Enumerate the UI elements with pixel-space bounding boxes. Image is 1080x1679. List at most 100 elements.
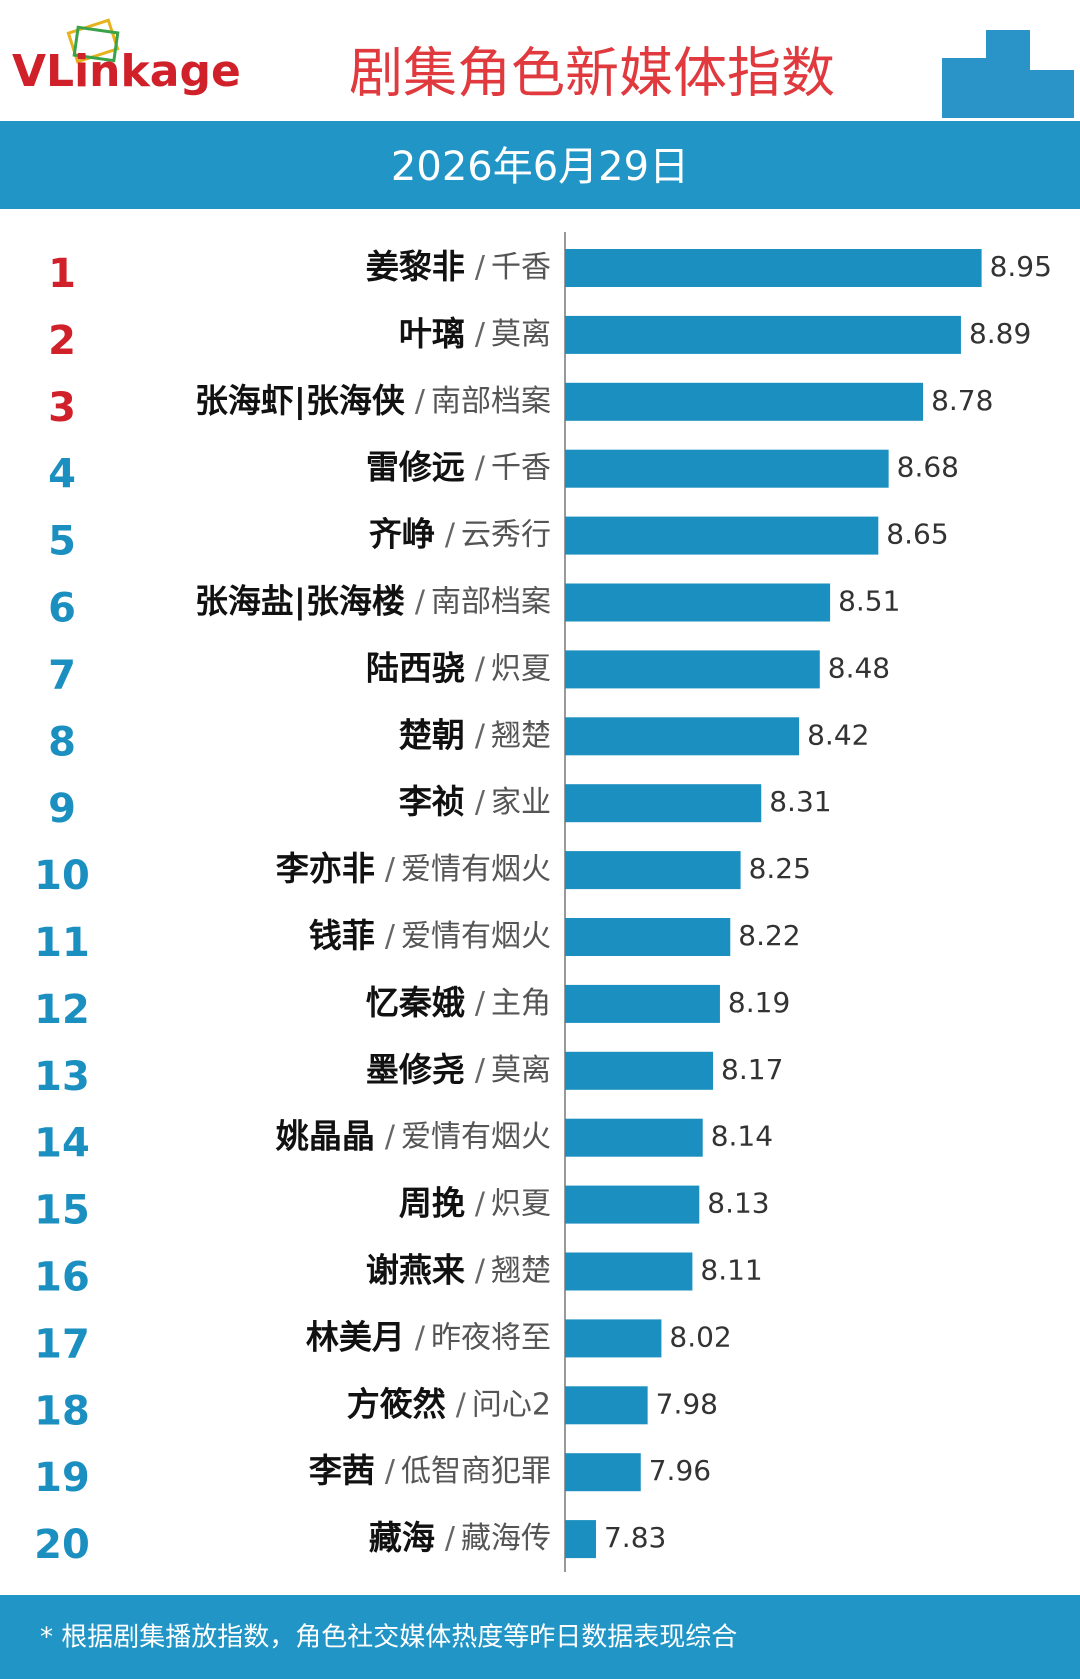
rank-label: 18 [34, 1388, 90, 1434]
row-label: 张海盐|张海楼 / 南部档案 [195, 581, 551, 620]
separator: / [445, 517, 456, 552]
role-name: 方筱然 [347, 1384, 446, 1423]
role-name: 姚晶晶 [275, 1116, 375, 1155]
value-label: 7.96 [649, 1454, 711, 1487]
separator: / [456, 1387, 467, 1422]
drama-name: 千香 [491, 250, 551, 285]
value-label: 8.95 [990, 250, 1052, 283]
separator: / [385, 1454, 396, 1489]
bar [565, 717, 800, 756]
row-label: 叶璃 / 莫离 [399, 313, 551, 352]
bar [565, 650, 820, 689]
podium-icon [942, 30, 1074, 118]
bar [565, 1185, 700, 1224]
bar [565, 1319, 662, 1358]
separator: / [415, 1320, 426, 1355]
role-name: 姜黎非 [366, 247, 465, 286]
drama-name: 问心2 [472, 1387, 551, 1422]
rank-label: 3 [48, 385, 76, 431]
rank-label: 14 [34, 1121, 90, 1167]
bar [565, 918, 731, 956]
drama-name: 莫离 [491, 1052, 551, 1087]
value-label: 8.17 [721, 1053, 783, 1086]
rank-label: 13 [34, 1054, 90, 1100]
rank-label: 6 [48, 586, 76, 632]
role-name: 李祯 [399, 782, 465, 821]
rank-label: 19 [34, 1455, 90, 1501]
separator: / [475, 1186, 486, 1221]
value-label: 7.98 [656, 1387, 718, 1420]
bar [565, 516, 879, 555]
row-label: 李亦非 / 爱情有烟火 [276, 849, 551, 888]
separator: / [385, 1119, 396, 1154]
value-label: 8.22 [738, 919, 800, 952]
drama-name: 低智商犯罪 [401, 1454, 551, 1489]
rank-label: 8 [48, 719, 76, 765]
value-label: 8.02 [669, 1320, 731, 1353]
role-name: 忆秦娥 [366, 982, 465, 1021]
row-label: 墨修尧 / 莫离 [366, 1049, 551, 1088]
role-name: 叶璃 [399, 313, 465, 352]
bar [565, 1453, 641, 1492]
rank-label: 17 [34, 1321, 90, 1367]
rank-label: 9 [48, 786, 76, 832]
separator: / [415, 584, 426, 619]
bar [565, 1252, 693, 1291]
bar [565, 1520, 596, 1559]
separator: / [475, 1253, 486, 1288]
role-name: 齐峥 [369, 514, 435, 553]
chart-title: 剧集角色新媒体指数 [349, 42, 835, 105]
drama-name: 爱情有烟火 [401, 852, 551, 887]
value-label: 8.13 [707, 1187, 769, 1220]
rank-label: 16 [34, 1255, 90, 1301]
value-label: 8.48 [828, 651, 890, 684]
drama-name: 云秀行 [461, 517, 551, 552]
bar [565, 249, 982, 287]
drama-name: 昨夜将至 [431, 1320, 551, 1355]
row-label: 陆西骁 / 炽夏 [366, 648, 551, 687]
date-band [0, 121, 1080, 209]
drama-name: 翘楚 [491, 1253, 551, 1288]
role-name: 林美月 [306, 1317, 405, 1356]
row-label: 姜黎非 / 千香 [366, 247, 551, 286]
separator: / [415, 383, 426, 418]
row-label: 楚朝 / 翘楚 [399, 715, 551, 754]
separator: / [475, 718, 486, 753]
drama-name: 藏海传 [461, 1521, 551, 1556]
value-label: 8.68 [897, 451, 959, 484]
bar [565, 382, 924, 421]
value-label: 8.31 [769, 785, 831, 818]
footer-band [0, 1595, 1080, 1679]
row-label: 藏海 / 藏海传 [369, 1518, 551, 1557]
bar [565, 1051, 714, 1090]
row-label: 姚晶晶 / 爱情有烟火 [275, 1116, 551, 1155]
chart-subtitle: 2026年6月29日 [391, 144, 689, 190]
value-label: 8.11 [700, 1254, 762, 1287]
role-name: 陆西骁 [366, 648, 465, 687]
row-label: 林美月 / 昨夜将至 [306, 1317, 551, 1356]
value-label: 8.19 [728, 986, 790, 1019]
role-name: 李茜 [309, 1451, 375, 1490]
value-label: 7.83 [604, 1521, 666, 1554]
row-label: 齐峥 / 云秀行 [369, 514, 551, 553]
rank-label: 4 [48, 452, 76, 498]
drama-name: 南部档案 [431, 584, 551, 619]
row-label: 张海虾|张海侠 / 南部档案 [195, 380, 551, 419]
row-label: 忆秦娥 / 主角 [366, 982, 551, 1021]
row-label: 谢燕来 / 翘楚 [366, 1250, 551, 1289]
row-label: 钱菲 / 爱情有烟火 [309, 916, 551, 955]
bar [565, 449, 889, 488]
separator: / [475, 651, 486, 686]
logo: VLinkage [12, 46, 241, 97]
drama-name: 家业 [491, 785, 551, 820]
bar [565, 984, 720, 1023]
bar [565, 851, 741, 890]
value-label: 8.65 [886, 518, 948, 551]
role-name: 墨修尧 [366, 1049, 465, 1088]
role-name: 雷修远 [366, 447, 465, 486]
row-label: 李茜 / 低智商犯罪 [309, 1451, 551, 1490]
separator: / [475, 250, 486, 285]
rank-label: 7 [48, 652, 76, 698]
footnote: * 根据剧集播放指数，角色社交媒体热度等昨日数据表现综合 [40, 1623, 737, 1653]
row-label: 李祯 / 家业 [399, 782, 551, 821]
